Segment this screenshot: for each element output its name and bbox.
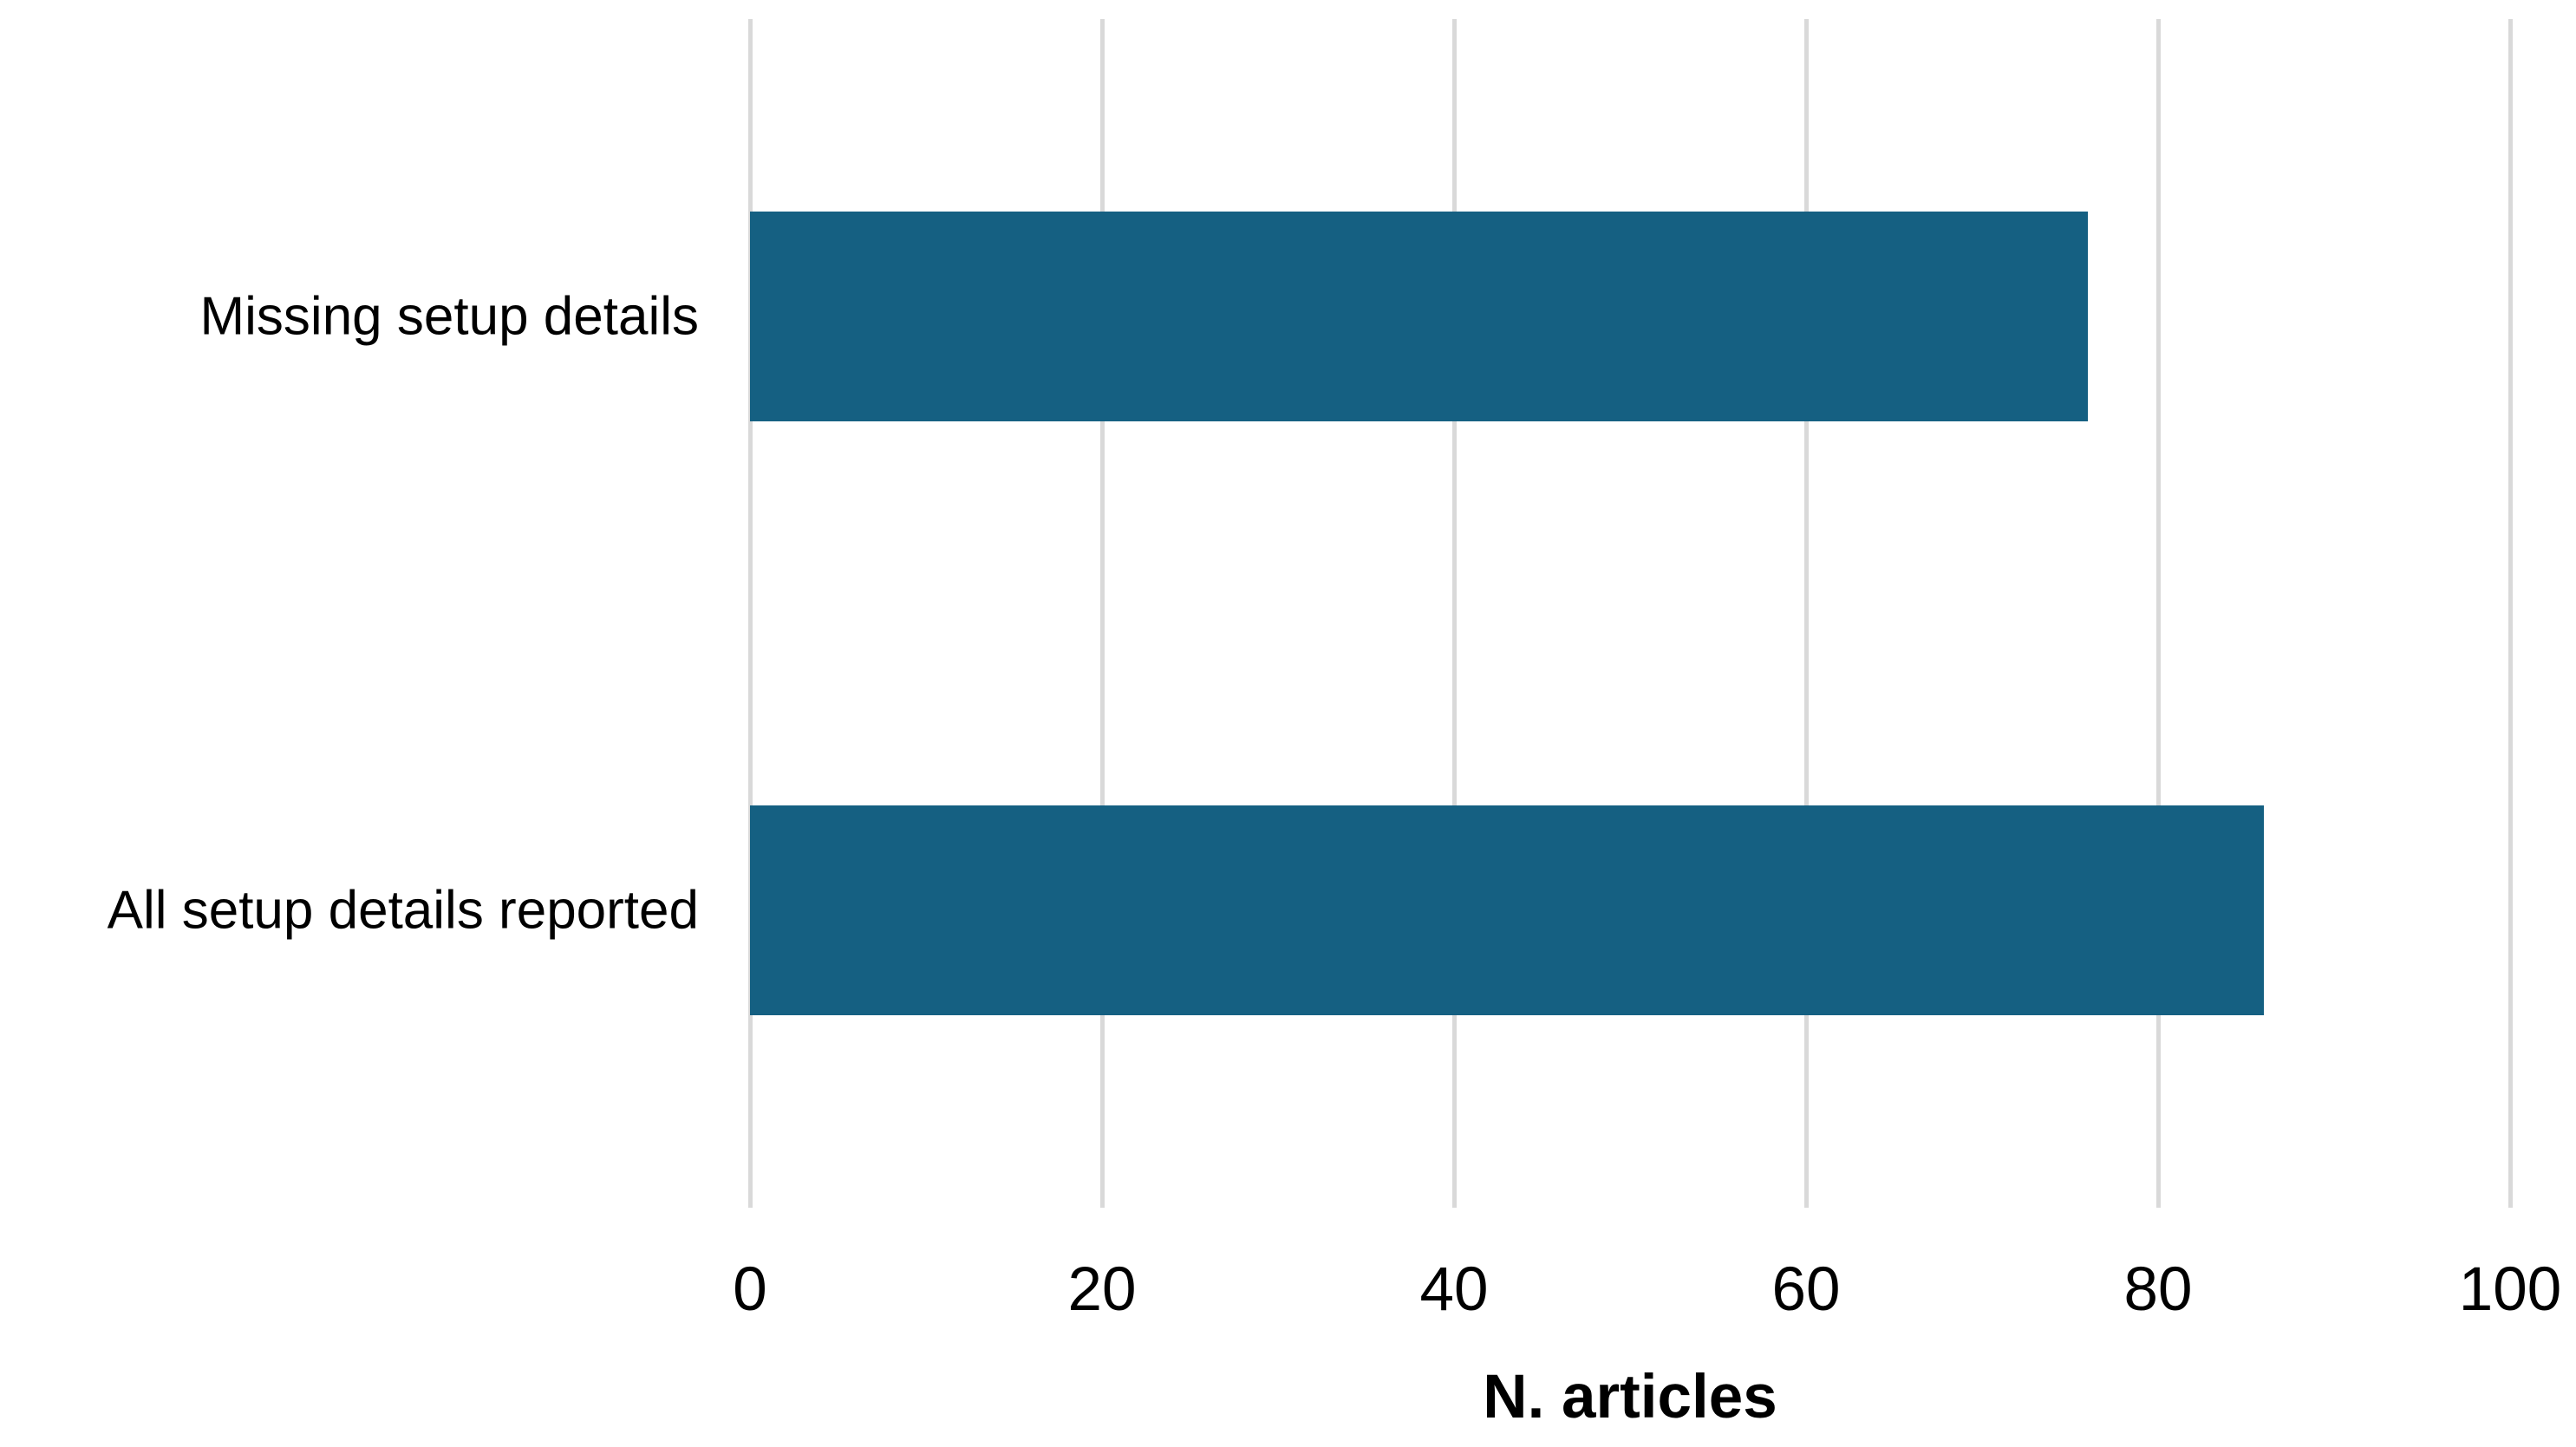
x-tick-label: 60: [1771, 1255, 1841, 1324]
gridline: [1100, 19, 1105, 1208]
bar: [750, 805, 2264, 1016]
plot-area: [748, 19, 2513, 1208]
x-axis-title: N. articles: [1483, 1363, 1777, 1431]
x-tick-label: 40: [1419, 1255, 1489, 1324]
x-tick-label: 20: [1067, 1255, 1137, 1324]
x-tick-label: 0: [733, 1255, 767, 1324]
gridline: [2508, 19, 2513, 1208]
bar: [750, 211, 2088, 421]
x-tick-label: 100: [2458, 1255, 2562, 1324]
category-label: Missing setup details: [199, 286, 700, 347]
gridline: [2156, 19, 2161, 1208]
category-label: All setup details reported: [107, 880, 699, 941]
gridline: [748, 19, 753, 1208]
gridline: [1804, 19, 1809, 1208]
x-tick-label: 80: [2123, 1255, 2193, 1324]
gridline: [1452, 19, 1457, 1208]
